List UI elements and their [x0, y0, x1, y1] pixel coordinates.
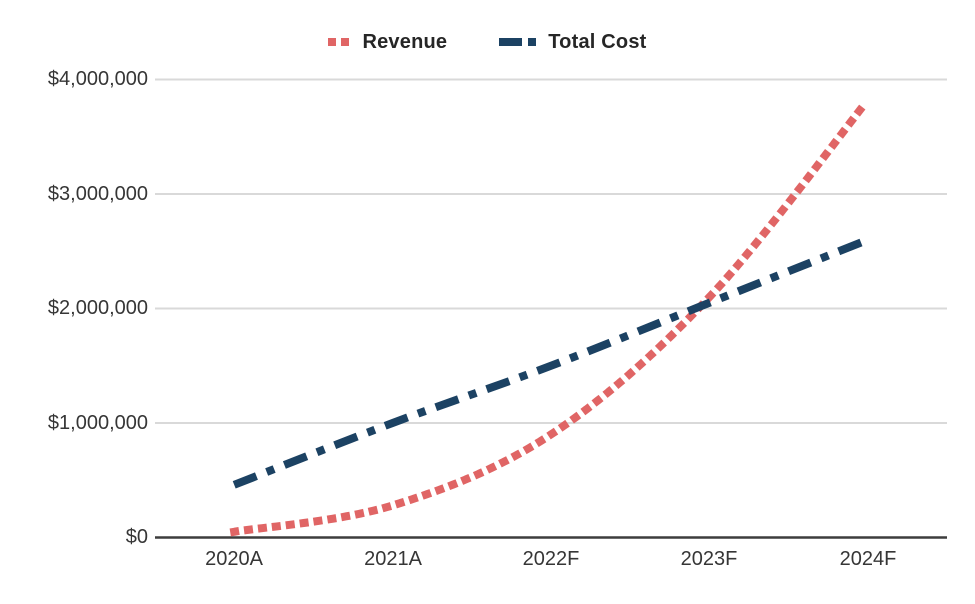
revenue-legend-label: Revenue [362, 30, 448, 53]
y-axis-tick-label: $0 [125, 526, 148, 548]
x-axis-tick-label: 2021A [364, 548, 422, 570]
y-axis-tick-label: $1,000,000 [47, 412, 148, 434]
y-axis-tick-label: $3,000,000 [47, 183, 148, 205]
legend-item-revenue: Revenue [328, 31, 447, 54]
x-axis-tick-label: 2024F [839, 548, 897, 570]
revenue-line [229, 94, 874, 537]
total-cost-legend-label: Total Cost [548, 30, 647, 53]
x-axis-tick-label: 2020A [205, 548, 263, 570]
x-axis-tick-label: 2022F [522, 548, 580, 570]
y-axis-tick-label: $2,000,000 [47, 297, 148, 319]
total-cost-line [232, 236, 870, 489]
total-cost-series-marker-icon [499, 38, 537, 46]
revenue-series-marker-icon [328, 38, 337, 46]
legend-item-total-cost: Total Cost [499, 31, 646, 54]
y-axis-tick-label: $4,000,000 [47, 68, 148, 90]
legend: Revenue Total Cost [0, 28, 975, 56]
x-axis-tick-label: 2023F [680, 548, 738, 570]
